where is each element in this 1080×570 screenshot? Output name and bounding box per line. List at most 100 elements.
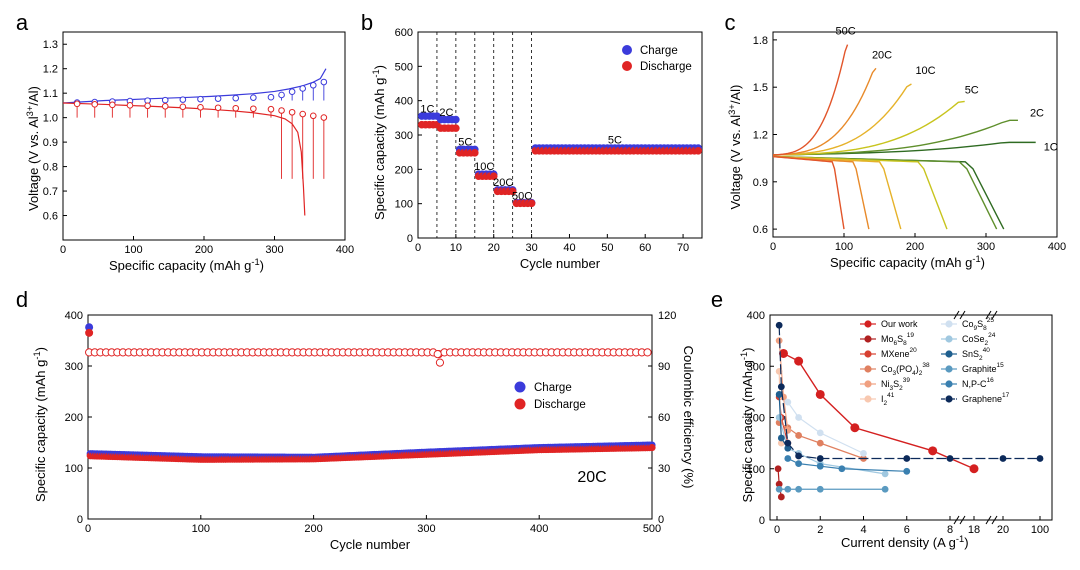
text-span: 25 xyxy=(987,317,995,324)
y-tick-label: 0.6 xyxy=(753,224,768,236)
charge-marker xyxy=(232,94,240,102)
x-tick-label: 20 xyxy=(997,524,1009,536)
discharge-curve xyxy=(772,155,998,230)
series-point xyxy=(774,465,782,473)
panel-letter: a xyxy=(16,10,29,35)
y-tick-label: 400 xyxy=(395,96,413,108)
text-span: /Al) xyxy=(26,86,41,106)
legend-marker xyxy=(945,350,953,358)
text-span: -1 xyxy=(251,257,259,267)
text-span: ) xyxy=(740,348,755,352)
rate-label: 1C xyxy=(420,104,434,116)
text-span: Co xyxy=(881,364,893,374)
x-tick-label: 300 xyxy=(977,241,995,253)
text-span: 17 xyxy=(1002,392,1010,399)
rate-label: 10C xyxy=(474,161,494,173)
text-span: Ni xyxy=(881,379,890,389)
x-tick-label: 400 xyxy=(1048,241,1066,253)
text-span: S xyxy=(893,379,899,389)
y-tick-label: 600 xyxy=(395,27,413,39)
discharge-marker xyxy=(232,104,240,112)
series-point xyxy=(816,462,824,470)
series-point xyxy=(777,434,785,442)
series-point xyxy=(795,485,803,493)
text-span: 8 xyxy=(983,325,987,332)
x-tick-label: 70 xyxy=(677,242,689,254)
rate-annotation: 20C xyxy=(577,469,606,486)
ce-dip-point xyxy=(433,350,442,359)
axis-break xyxy=(953,310,960,320)
y2-tick-label: 60 xyxy=(658,412,670,424)
text-span: ) xyxy=(260,258,264,273)
series-line xyxy=(783,352,975,470)
series-point xyxy=(775,321,783,329)
text-span: 24 xyxy=(988,332,996,339)
discharge-curve xyxy=(772,155,902,230)
y-tick-label: 1.2 xyxy=(43,64,58,76)
x-tick-label: 500 xyxy=(643,523,661,535)
y-tick-label: 100 xyxy=(395,199,413,211)
axis-break xyxy=(959,310,966,320)
text-span: 20 xyxy=(910,347,918,354)
discharge-point xyxy=(489,172,498,180)
charge-marker xyxy=(309,81,317,89)
axis-break xyxy=(953,515,960,525)
legend-charge-marker xyxy=(514,381,526,393)
discharge-marker xyxy=(320,114,328,121)
rate-label: 10C xyxy=(915,65,935,77)
x-tick-label: 100 xyxy=(835,241,853,253)
discharge-point xyxy=(85,328,94,337)
y-tick-label: 200 xyxy=(395,164,413,176)
text-span: 38 xyxy=(922,362,930,369)
legend-label: CoSe224 xyxy=(962,332,996,347)
x-axis-label: Current density (A g-1) xyxy=(841,534,969,550)
discharge-marker xyxy=(109,101,116,109)
discharge-marker xyxy=(91,101,99,108)
text-span: 3 xyxy=(890,385,894,392)
x-tick-label: 400 xyxy=(530,523,548,535)
legend-marker xyxy=(945,395,953,403)
x-tick-label: 6 xyxy=(904,524,910,536)
legend-label: Co3(PO4)238 xyxy=(881,362,930,377)
legend-label: Mo6S819 xyxy=(881,332,914,347)
text-span: MXene xyxy=(881,349,910,359)
discharge-point xyxy=(527,199,536,208)
y-tick-label: 1.5 xyxy=(753,82,768,94)
text-span: ) xyxy=(33,347,48,351)
axis-break xyxy=(985,310,992,320)
x-tick-label: 0 xyxy=(415,242,421,254)
series-point xyxy=(816,429,824,437)
y-axis-label: Specific capacity (mAh g-1) xyxy=(371,65,387,220)
charge-marker xyxy=(320,78,328,86)
text-span: Specific capacity (mAh g xyxy=(740,360,755,502)
discharge-marker xyxy=(267,105,275,113)
series-point xyxy=(816,439,824,447)
legend-label: MXene20 xyxy=(881,347,917,359)
legend-discharge-label: Discharge xyxy=(534,399,586,411)
discharge-point xyxy=(452,124,460,132)
text-span: Mo xyxy=(881,334,894,344)
series-point xyxy=(794,356,804,366)
rate-label: 50C xyxy=(836,26,856,38)
discharge-point xyxy=(694,146,703,155)
legend-charge-marker xyxy=(622,45,632,55)
plot-frame xyxy=(87,314,653,520)
charge-curve xyxy=(772,67,877,156)
discharge-marker xyxy=(309,112,317,120)
series-point xyxy=(881,485,889,493)
discharge-marker xyxy=(126,102,134,109)
series-point xyxy=(777,493,785,501)
legend-marker xyxy=(864,365,872,373)
legend-charge-label: Charge xyxy=(534,382,572,394)
series-point xyxy=(775,391,783,398)
panel-a: a 0 100 200 300 400 0.6 0.7 0.8 0.9 1.0 1.1 1.2 1.3 Sp… xyxy=(16,10,354,273)
text-span: 8 xyxy=(903,340,907,347)
panel-letter: e xyxy=(711,287,723,312)
x-tick-label: 200 xyxy=(195,244,213,256)
x-tick-label: 100 xyxy=(192,523,210,535)
x-tick-label: 0 xyxy=(60,244,66,256)
discharge-marker xyxy=(250,105,257,113)
y-axis-label: Specific capacity (mAh g-1) xyxy=(32,347,48,502)
x-tick-label: 60 xyxy=(639,242,651,254)
charge-point xyxy=(85,323,94,332)
